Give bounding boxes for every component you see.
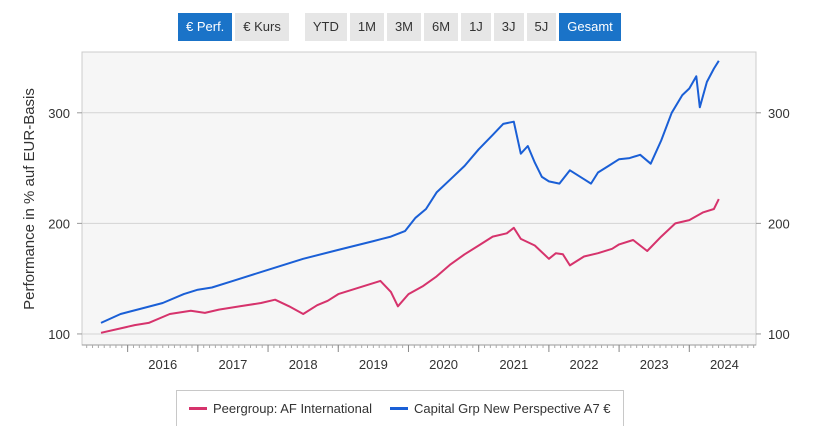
legend-swatch-peergroup: [189, 407, 207, 410]
range-button-bar: € Perf. € Kurs YTD 1M 3M 6M 1J 3J 5J Ges…: [178, 13, 621, 41]
y-tick-label-right-100: 100: [768, 327, 790, 342]
range-ytd-button[interactable]: YTD: [304, 13, 347, 41]
range-1m-button[interactable]: 1M: [349, 13, 384, 41]
x-tick-label-2018: 2018: [289, 357, 318, 372]
range-5y-button[interactable]: 5J: [526, 13, 557, 41]
x-tick-label-2019: 2019: [359, 357, 388, 372]
y-axis-title: Performance in % auf EUR-Basis: [21, 88, 38, 310]
euro-performance-button[interactable]: € Perf.: [178, 13, 233, 41]
range-total-button[interactable]: Gesamt: [559, 13, 621, 41]
chart-legend: Peergroup: AF International Capital Grp …: [176, 390, 624, 426]
y-axis-left: 100 200 300: [48, 106, 82, 342]
range-3y-button[interactable]: 3J: [493, 13, 524, 41]
legend-label-peergroup: Peergroup: AF International: [213, 401, 372, 416]
y-axis-right: 100 200 300: [756, 106, 790, 342]
series-line-0: [100, 198, 720, 334]
x-tick-label-2017: 2017: [218, 357, 247, 372]
y-tick-label-left-100: 100: [48, 327, 70, 342]
range-3m-button[interactable]: 3M: [386, 13, 421, 41]
x-tick-label-2022: 2022: [570, 357, 599, 372]
x-tick-label-2024: 2024: [710, 357, 739, 372]
legend-label-fund: Capital Grp New Perspective A7 €: [414, 401, 611, 416]
y-tick-label-right-200: 200: [768, 216, 790, 231]
range-6m-button[interactable]: 6M: [424, 13, 459, 41]
x-axis: 2016 2017 2018 2019 2020 2021 2022 2023 2024: [82, 344, 756, 372]
euro-price-button[interactable]: € Kurs: [235, 13, 289, 41]
legend-item-fund[interactable]: Capital Grp New Perspective A7 €: [390, 401, 611, 416]
x-tick-label-2016: 2016: [148, 357, 177, 372]
y-tick-label-left-300: 300: [48, 106, 70, 121]
x-tick-label-2021: 2021: [499, 357, 528, 372]
range-1y-button[interactable]: 1J: [461, 13, 491, 41]
gridlines: [82, 112, 756, 335]
legend-item-peergroup[interactable]: Peergroup: AF International: [189, 401, 372, 416]
x-tick-label-2020: 2020: [429, 357, 458, 372]
x-tick-label-2023: 2023: [640, 357, 669, 372]
y-tick-label-left-200: 200: [48, 216, 70, 231]
series-line-1: [100, 60, 720, 324]
plot-area: [81, 51, 757, 346]
y-tick-label-right-300: 300: [768, 106, 790, 121]
legend-swatch-fund: [390, 407, 408, 410]
series-lines: [100, 60, 720, 334]
